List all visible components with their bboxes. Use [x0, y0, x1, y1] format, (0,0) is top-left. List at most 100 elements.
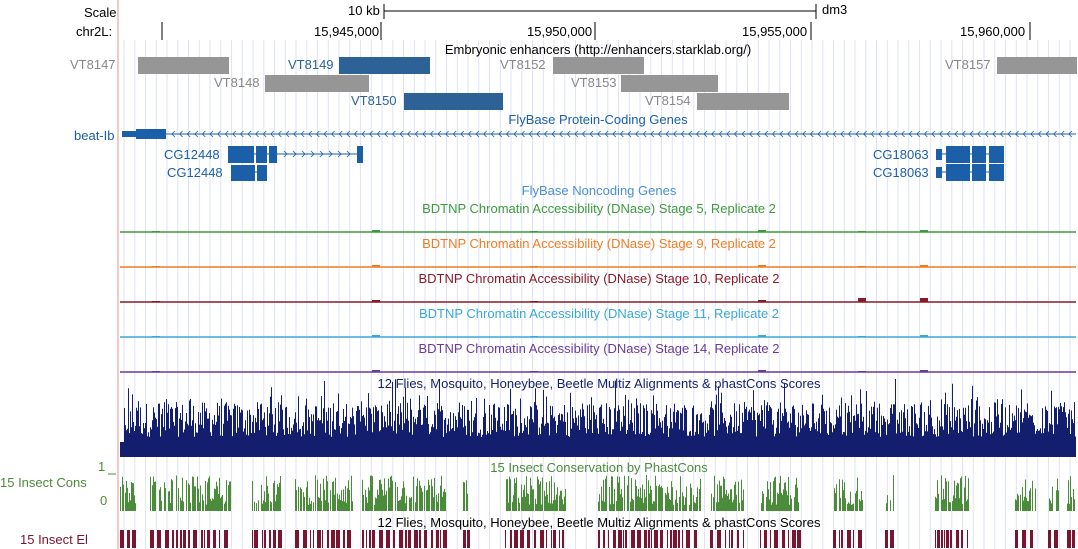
- enhancer-block[interactable]: [265, 75, 369, 92]
- strand-arrow: [328, 150, 333, 158]
- enhancer-label[interactable]: VT8148: [214, 75, 260, 90]
- conserved-element: [1015, 530, 1018, 548]
- conserved-element: [729, 530, 730, 548]
- strand-arrow: [283, 150, 288, 158]
- strand-arrow: [840, 130, 845, 138]
- strand-arrow: [612, 130, 617, 138]
- strand-arrow: [186, 130, 191, 138]
- enhancer-label[interactable]: VT8150: [351, 93, 397, 108]
- enhancer-label[interactable]: VT8157: [945, 57, 991, 72]
- conserved-element: [559, 530, 560, 548]
- conserved-element: [956, 530, 959, 548]
- conserved-element: [252, 530, 253, 548]
- strand-arrow: [513, 130, 518, 138]
- conserved-element: [379, 530, 383, 548]
- conserved-element: [540, 530, 544, 548]
- conserved-element: [1030, 530, 1033, 548]
- conserved-element: [393, 530, 395, 548]
- dnase-peak: [152, 336, 160, 337]
- strand-arrow: [870, 130, 875, 138]
- strand-arrow: [566, 130, 571, 138]
- enhancer-label[interactable]: VT8149: [288, 57, 334, 72]
- strand-arrow: [627, 130, 632, 138]
- strand-arrow: [422, 130, 427, 138]
- enhancer-label[interactable]: VT8147: [70, 57, 116, 72]
- gene-label[interactable]: CG18063: [873, 165, 929, 180]
- dnase-track-title[interactable]: BDTNP Chromatin Accessibility (DNase) St…: [418, 341, 780, 356]
- gene-label[interactable]: CG18063: [873, 147, 929, 162]
- dnase-track-title[interactable]: BDTNP Chromatin Accessibility (DNase) St…: [418, 306, 780, 321]
- conserved-element: [505, 530, 506, 548]
- conserved-element: [150, 530, 154, 548]
- conserved-element: [625, 530, 627, 548]
- strand-arrow: [657, 130, 662, 138]
- conserved-element: [637, 530, 641, 548]
- enhancers-track-title[interactable]: Embryonic enhancers (http://enhancers.st…: [444, 42, 752, 57]
- conserved-element: [725, 530, 726, 548]
- conserved-element: [678, 530, 680, 548]
- strand-arrow: [635, 130, 639, 138]
- elements-track-title[interactable]: 12 Flies, Mosquito, Honeybee, Beetle Mul…: [377, 515, 821, 530]
- conserved-element: [172, 530, 174, 548]
- dnase-peak: [920, 370, 928, 372]
- strand-arrow: [779, 130, 784, 138]
- conserved-element: [313, 530, 314, 548]
- strand-arrow: [505, 130, 510, 138]
- enhancer-block[interactable]: [404, 93, 503, 110]
- conserved-element: [946, 530, 949, 548]
- noncoding-track-title[interactable]: FlyBase Noncoding Genes: [521, 183, 677, 198]
- strand-arrow: [680, 130, 685, 138]
- gene-label[interactable]: CG12448: [167, 165, 223, 180]
- strand-arrow: [452, 130, 457, 138]
- conserved-element: [264, 530, 266, 548]
- strand-arrow: [277, 130, 282, 138]
- strand-arrow: [825, 130, 829, 138]
- position-tick-label: 15,955,000: [742, 24, 808, 39]
- conserved-element: [157, 530, 161, 548]
- gene-label[interactable]: CG12448: [164, 147, 220, 162]
- enhancer-label[interactable]: VT8154: [645, 93, 691, 108]
- strand-arrow: [369, 130, 373, 138]
- protein-coding-track-title[interactable]: FlyBase Protein-Coding Genes: [508, 112, 688, 127]
- dnase-track-title[interactable]: BDTNP Chromatin Accessibility (DNase) St…: [422, 201, 776, 216]
- conserved-element: [386, 530, 390, 548]
- strand-arrow: [688, 130, 693, 138]
- gene-label[interactable]: beat-Ib: [74, 128, 115, 143]
- phastcons-track-title[interactable]: 15 Insect Conservation by PhastCons: [490, 460, 708, 475]
- multiz-track-title[interactable]: 12 Flies, Mosquito, Honeybee, Beetle Mul…: [377, 376, 821, 391]
- conserved-element: [944, 530, 945, 548]
- gene-exon: [256, 146, 267, 163]
- strand-arrow: [483, 130, 487, 138]
- enhancer-label[interactable]: VT8152: [500, 57, 546, 72]
- enhancer-block[interactable]: [553, 57, 644, 74]
- conserved-element: [598, 530, 600, 548]
- strand-arrow: [262, 130, 267, 138]
- enhancer-block[interactable]: [621, 75, 718, 92]
- conserved-element: [204, 530, 205, 548]
- conserved-element: [792, 530, 796, 548]
- elements-side-label[interactable]: 15 Insect El: [20, 532, 88, 547]
- gene-exon: [946, 146, 970, 163]
- dnase-peak: [372, 335, 380, 337]
- conserved-element: [327, 530, 329, 548]
- phastcons-side-label[interactable]: 15 Insect Cons: [0, 475, 87, 490]
- conserved-element: [183, 530, 186, 548]
- strand-arrow: [908, 130, 913, 138]
- conserved-element: [188, 530, 190, 548]
- enhancer-block[interactable]: [138, 57, 229, 74]
- conserved-element: [201, 530, 203, 548]
- conserved-element: [682, 530, 683, 548]
- enhancer-block[interactable]: [997, 57, 1077, 74]
- enhancer-block[interactable]: [697, 93, 789, 110]
- conserved-element: [369, 530, 371, 548]
- enhancer-label[interactable]: VT8153: [571, 75, 617, 90]
- dnase-track-title[interactable]: BDTNP Chromatin Accessibility (DNase) St…: [418, 271, 780, 286]
- enhancer-block[interactable]: [339, 57, 430, 74]
- strand-arrow: [346, 150, 351, 158]
- dnase-peak: [372, 265, 380, 267]
- dnase-track-title[interactable]: BDTNP Chromatin Accessibility (DNase) St…: [422, 236, 776, 251]
- conserved-element: [1048, 530, 1051, 548]
